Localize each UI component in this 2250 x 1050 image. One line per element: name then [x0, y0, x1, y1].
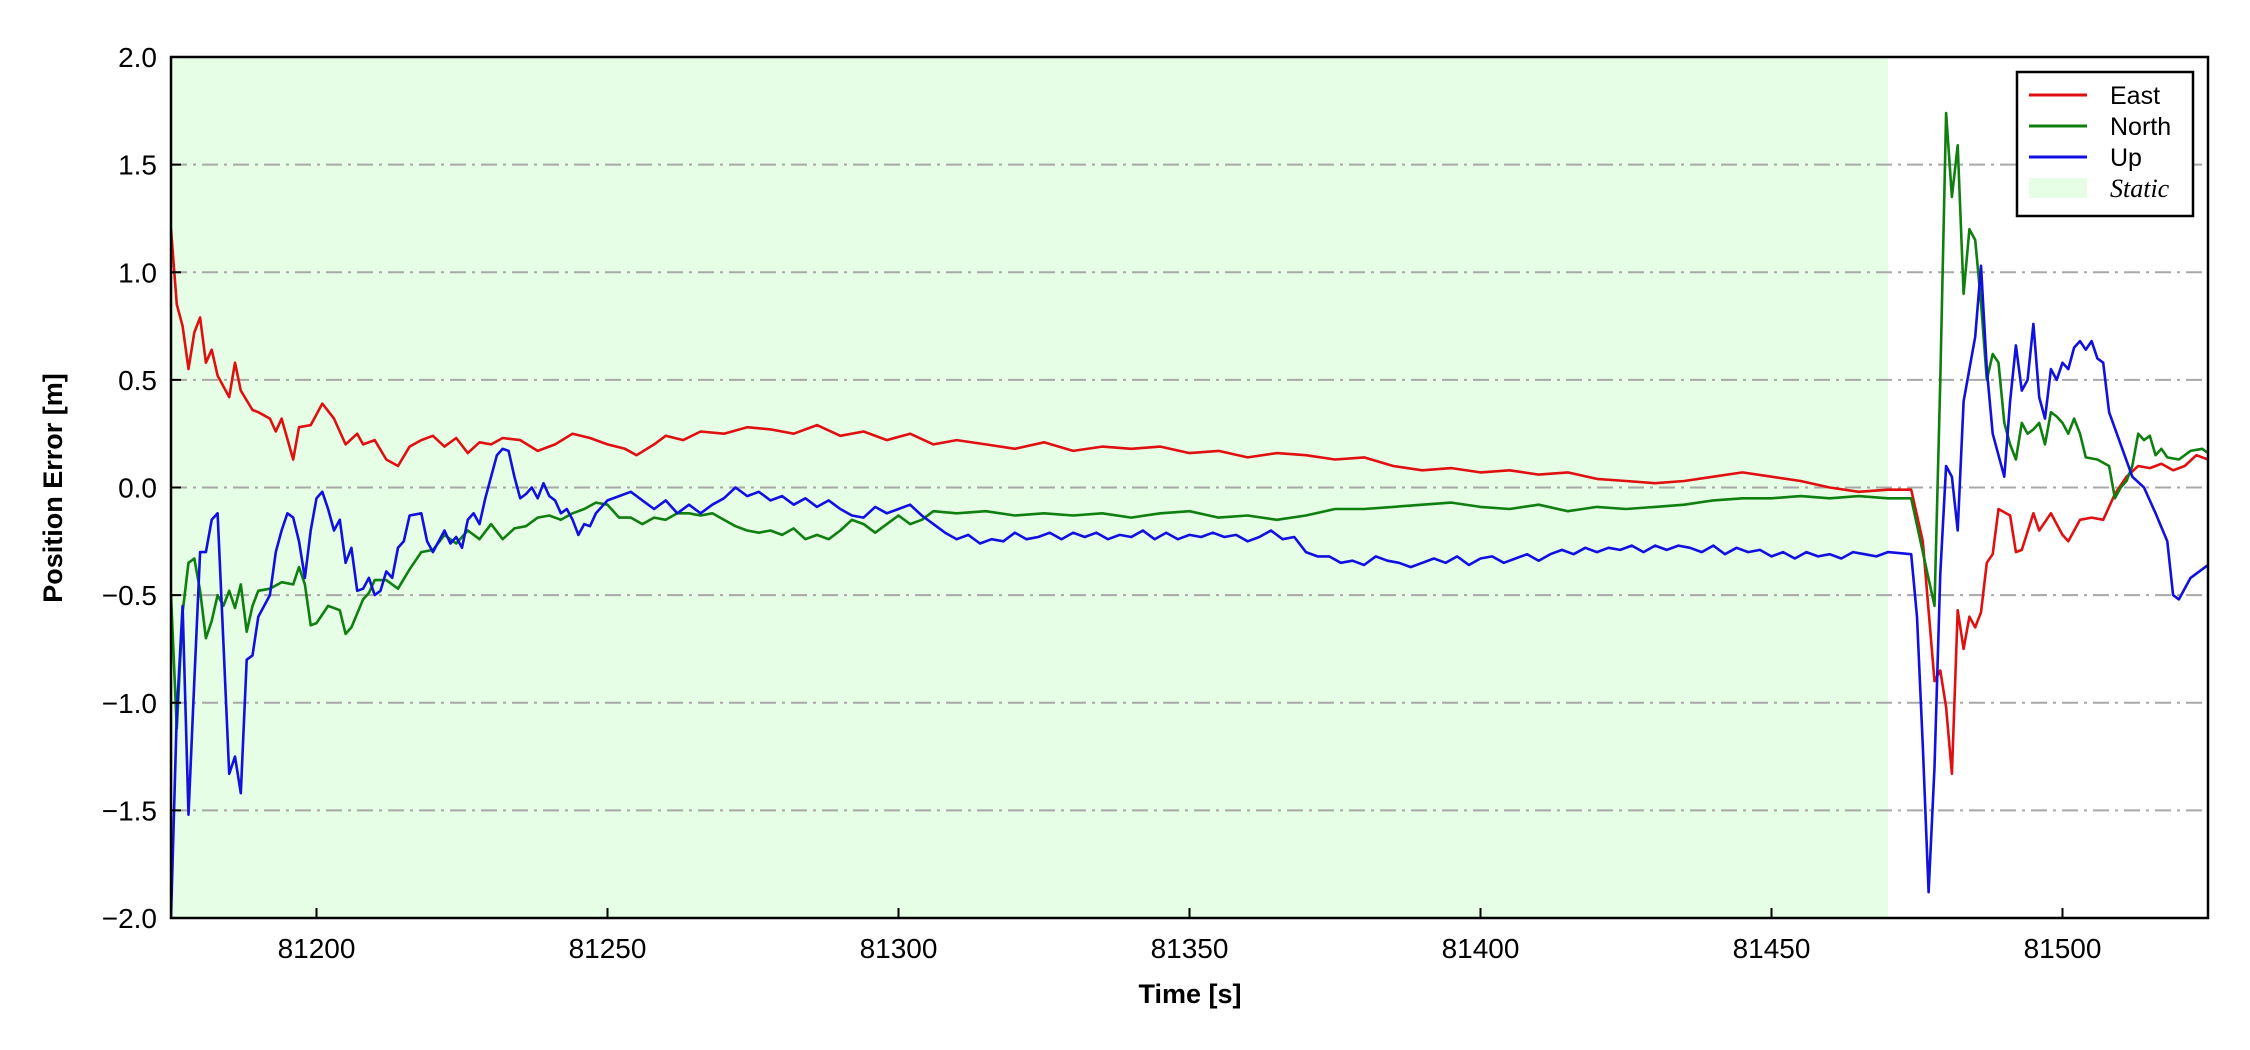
series-line-up	[171, 264, 2208, 918]
series-line-north	[171, 111, 2208, 730]
series-lines	[171, 111, 2208, 918]
y-tick-label: 2.0	[118, 42, 157, 73]
legend-label-east: East	[2110, 82, 2160, 110]
y-tick-label: 1.5	[118, 150, 157, 181]
y-axis-label: Position Error [m]	[38, 373, 68, 603]
legend-label-static: Static	[2110, 174, 2170, 203]
tick-marks	[171, 56, 2064, 919]
x-axis-label: Time [s]	[1138, 979, 1241, 1009]
y-tick-label: 0.5	[118, 365, 157, 396]
x-tick-label: 81250	[569, 933, 647, 964]
y-tick-label: 1.0	[118, 257, 157, 288]
series-line-east	[171, 229, 2208, 776]
x-tick-label: 81200	[278, 933, 356, 964]
y-tick-label: −1.0	[102, 688, 157, 719]
y-tick-label: −1.5	[102, 795, 157, 826]
x-tick-label: 81300	[860, 933, 938, 964]
tick-labels: 2.0 1.5 1.0 0.5 0.0 −0.5 −1.0 −1.5 −2.0 81200 8125…	[102, 42, 2102, 964]
x-tick-label: 81450	[1733, 933, 1811, 964]
y-tick-label: 0.0	[118, 473, 157, 504]
legend-label-up: Up	[2110, 144, 2142, 172]
x-tick-label: 81350	[1151, 933, 1229, 964]
legend-swatch-static	[2029, 178, 2087, 198]
y-tick-label: −2.0	[102, 903, 157, 934]
y-tick-label: −0.5	[102, 580, 157, 611]
x-tick-label: 81400	[1442, 933, 1520, 964]
x-tick-label: 81500	[2024, 933, 2102, 964]
legend-label-north: North	[2110, 113, 2171, 141]
